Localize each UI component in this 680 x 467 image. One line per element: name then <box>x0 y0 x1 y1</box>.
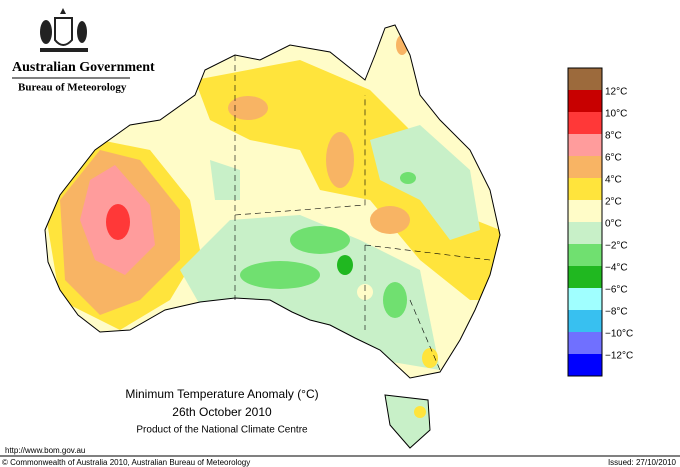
legend-label: 6°C <box>605 153 622 164</box>
legend-label: −12°C <box>605 351 633 362</box>
agency-name: Bureau of Meteorology <box>18 82 127 94</box>
legend-swatch <box>568 310 602 332</box>
coastline <box>44 24 501 379</box>
legend-swatch <box>568 244 602 266</box>
legend-label: 10°C <box>605 109 627 120</box>
legend-label: 12°C <box>605 87 627 98</box>
crest <box>40 8 88 52</box>
legend-swatch <box>568 354 602 376</box>
org-name: Australian Government <box>12 60 155 75</box>
map-date: 26th October 2010 <box>172 405 272 419</box>
map-source: Product of the National Climate Centre <box>136 425 308 436</box>
legend-label: −2°C <box>605 241 628 252</box>
legend-swatch <box>568 134 602 156</box>
legend-frame <box>567 67 603 377</box>
legend-label: −8°C <box>605 307 628 318</box>
legend-swatch <box>568 332 602 354</box>
legend-swatch <box>568 90 602 112</box>
tasmania <box>384 394 431 449</box>
legend-swatch <box>568 156 602 178</box>
legend-label: −10°C <box>605 329 633 340</box>
legend-label: 0°C <box>605 219 622 230</box>
footer-issued: Issued: 27/10/2010 <box>608 458 677 467</box>
legend-label: −4°C <box>605 263 628 274</box>
footer-copyright: © Commonwealth of Australia 2010, Austra… <box>2 458 250 467</box>
legend-swatch <box>568 288 602 310</box>
legend-label: −6°C <box>605 285 628 296</box>
legend-swatch <box>568 266 602 288</box>
legend-swatch <box>568 200 602 222</box>
legend-swatch <box>568 222 602 244</box>
tasmania-anomaly <box>414 406 426 418</box>
legend-swatch <box>568 178 602 200</box>
footer-url: http://www.bom.gov.au <box>5 446 85 455</box>
legend-label: 2°C <box>605 197 622 208</box>
state-borders <box>234 55 491 371</box>
legend-label: 4°C <box>605 175 622 186</box>
legend-swatch <box>568 68 602 90</box>
legend-label: 8°C <box>605 131 622 142</box>
legend-swatch <box>568 112 602 134</box>
legend: 12°C 10°C 8°C 6°C 4°C 2°C 0°C −2°C −4°C −6°C −8°C −… <box>568 68 633 376</box>
map-title: Minimum Temperature Anomaly (°C) <box>125 387 318 401</box>
